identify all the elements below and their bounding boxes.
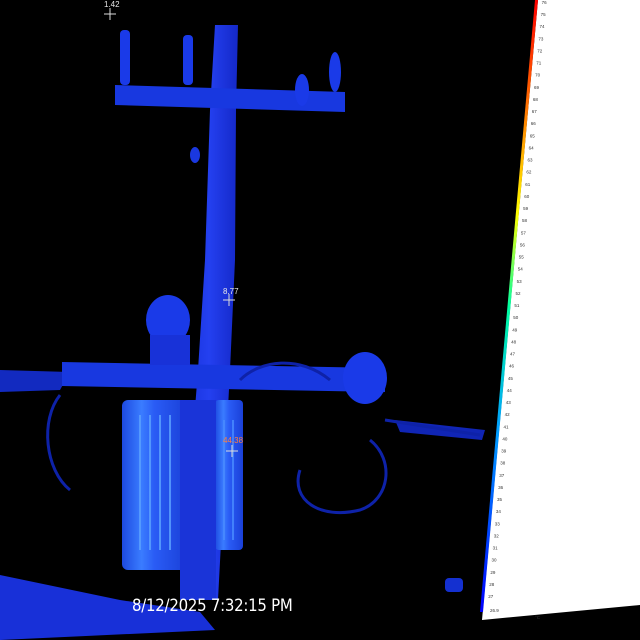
hardware-outlines [46,361,481,515]
spot-temp-label: 1.42 [104,0,120,9]
transformer-right [215,400,243,550]
spot-temp-label: 8.77 [223,287,239,296]
capture-timestamp: 8/12/2025 7:32:15 PM [132,596,293,616]
spot-crosshair-1 [104,8,116,20]
transformer-left [122,400,187,570]
pole-lower-section [180,400,216,600]
spot-temp-label-hot: 44.38 [223,436,244,445]
spot-crosshair-2 [223,294,235,306]
spot-crosshair-3 [226,445,238,457]
